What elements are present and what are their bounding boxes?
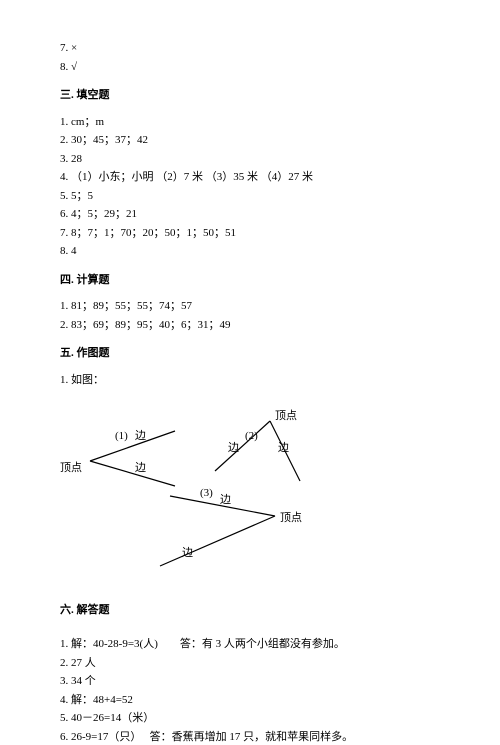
sec3-item: 8. 4 — [60, 243, 450, 260]
section-6-heading: 六. 解答题 — [60, 602, 450, 619]
svg-text:顶点: 顶点 — [60, 461, 82, 474]
angles-diagram: (1)顶点边边(2)顶点边边(3)顶点边边 — [60, 406, 360, 576]
svg-text:边: 边 — [135, 461, 146, 474]
sec6-item: 3. 34 个 — [60, 673, 450, 690]
svg-text:顶点: 顶点 — [280, 511, 302, 524]
svg-text:边: 边 — [278, 441, 289, 454]
sec5-intro: 1. 如图： — [60, 372, 450, 389]
sec6-item: 6. 26-9=17（只） 答：香蕉再增加 17 只，就和苹果同样多。 — [60, 729, 450, 745]
sec3-item: 4. （1）小东；小明 （2）7 米 （3）35 米 （4）27 米 — [60, 169, 450, 186]
answer-line-7: 7. × — [60, 40, 450, 57]
svg-text:(1): (1) — [115, 430, 128, 442]
svg-text:顶点: 顶点 — [275, 409, 297, 422]
sec6-item: 5. 40－26=14（米） — [60, 710, 450, 727]
sec6-item: 4. 解：48+4=52 — [60, 692, 450, 709]
sec3-item: 5. 5；5 — [60, 188, 450, 205]
sec4-item: 1. 81；89；55；55；74；57 — [60, 298, 450, 315]
section-4-heading: 四. 计算题 — [60, 272, 450, 289]
sec3-item: 3. 28 — [60, 151, 450, 168]
section-5-heading: 五. 作图题 — [60, 345, 450, 362]
section-3-heading: 三. 填空题 — [60, 87, 450, 104]
svg-text:边: 边 — [220, 493, 231, 506]
svg-text:边: 边 — [228, 441, 239, 454]
sec6-item: 2. 27 人 — [60, 655, 450, 672]
svg-text:边: 边 — [135, 429, 146, 442]
sec3-item: 1. cm；m — [60, 114, 450, 131]
answer-line-8: 8. √ — [60, 59, 450, 76]
sec3-item: 6. 4；5；29；21 — [60, 206, 450, 223]
svg-text:边: 边 — [182, 546, 193, 559]
sec4-item: 2. 83；69；89；95；40；6；31；49 — [60, 317, 450, 334]
sec6-item: 1. 解：40-28-9=3(人) 答：有 3 人两个小组都没有参加。 — [60, 636, 450, 653]
svg-text:(3): (3) — [200, 487, 213, 499]
sec3-item: 2. 30；45；37；42 — [60, 132, 450, 149]
sec3-item: 7. 8；7；1；70；20；50；1；50；51 — [60, 225, 450, 242]
svg-text:(2): (2) — [245, 430, 258, 442]
